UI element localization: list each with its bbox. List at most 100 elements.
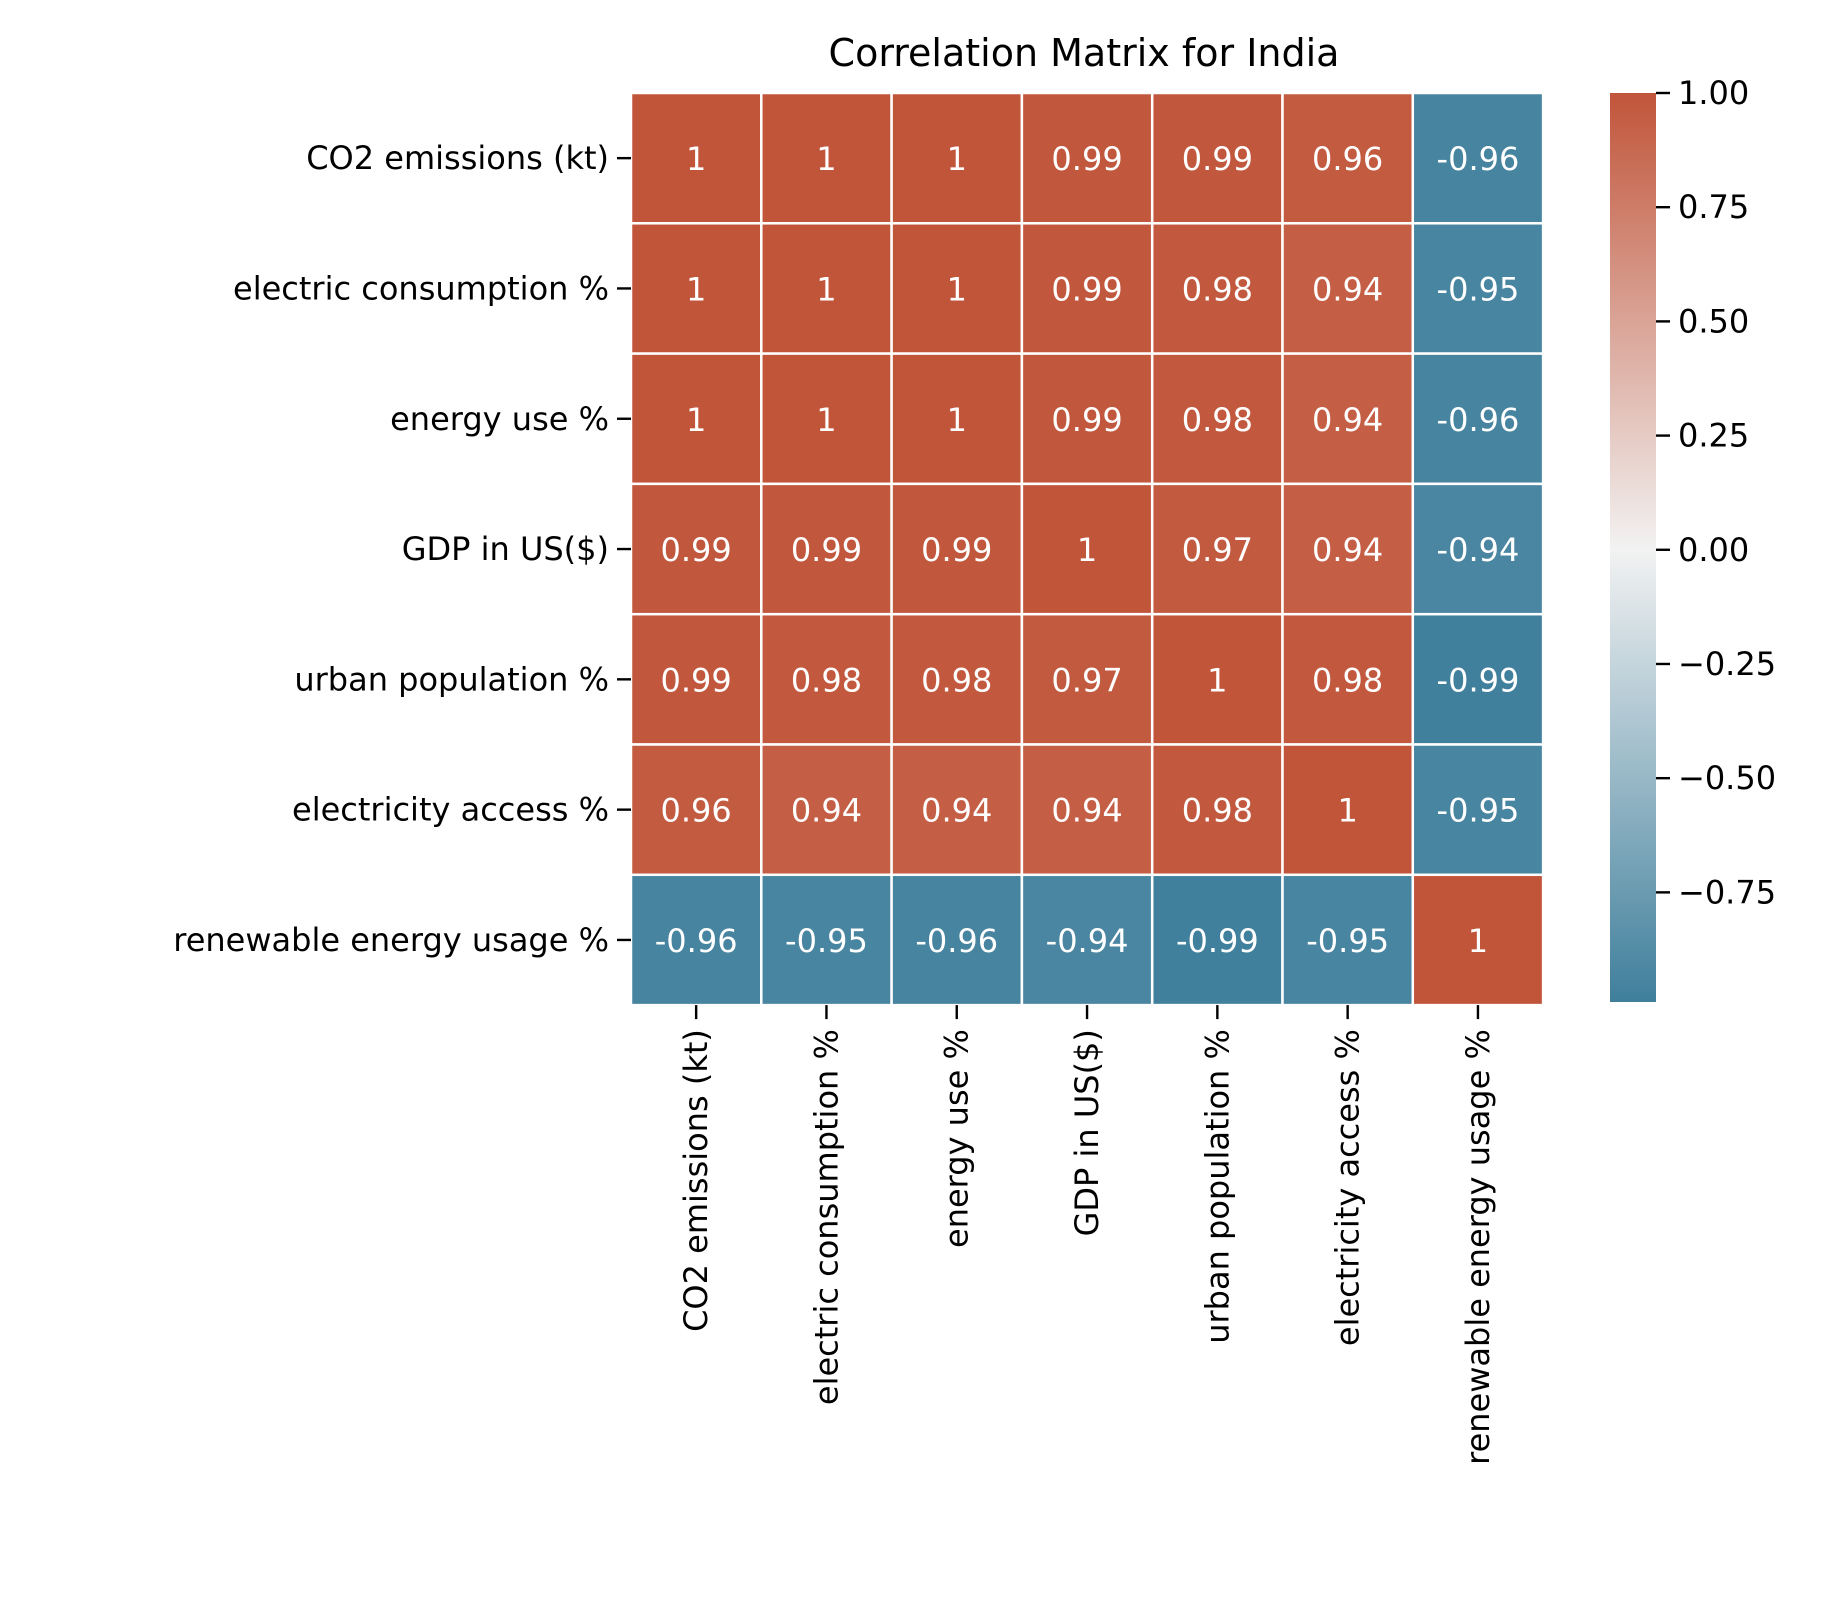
colorbar-tick-label: 1.00 xyxy=(1678,74,1749,112)
cell-value-label: -0.96 xyxy=(655,922,738,960)
row-tick-label: renewable energy usage % xyxy=(173,921,609,959)
row-tick-labels: CO2 emissions (kt) electric consumption %… xyxy=(173,139,631,959)
heatmap-cell-r5-c3 xyxy=(1020,743,1154,877)
cell-value-label: 0.97 xyxy=(1182,531,1253,569)
cell-value-label: 1 xyxy=(816,401,836,439)
heatmap-cell-r1-c4 xyxy=(1150,222,1284,355)
heatmap-cells: 1 1 1 0.99 0.99 0.96 -0.96 1 1 1 0.99 0.98 0.94 -0.95… xyxy=(629,91,1545,1007)
colorbar-tick-label: 0.75 xyxy=(1678,188,1749,226)
column-tick-label: urban population % xyxy=(1198,1029,1236,1344)
heatmap-cell-r3-c1 xyxy=(760,482,893,616)
heatmap-cell-r5-c4 xyxy=(1150,743,1284,877)
row-tick-label: urban population % xyxy=(294,660,609,698)
cell-value-label: -0.95 xyxy=(785,922,868,960)
column-tick-label: energy use % xyxy=(938,1029,976,1248)
heatmap-cell-r4-c2 xyxy=(890,612,1024,746)
heatmap-cell-r3-c0 xyxy=(629,482,763,616)
cell-value-label: 1 xyxy=(686,140,706,178)
colorbar-ticks: 1.00 0.75 0.50 0.25 0.00 −0.25 −0.50 −0.75 xyxy=(1656,74,1776,911)
row-tick-label: GDP in US($) xyxy=(402,530,609,568)
heatmap-cell-r4-c0 xyxy=(629,612,763,746)
cell-value-label: 0.97 xyxy=(1051,661,1122,699)
heatmap-cell-r6-c6 xyxy=(1411,873,1545,1007)
cell-value-label: 0.94 xyxy=(1312,531,1383,569)
cell-value-label: 1 xyxy=(686,270,706,308)
cell-value-label: 0.94 xyxy=(1312,270,1383,308)
heatmap-cell-r6-c2 xyxy=(890,873,1024,1007)
heatmap-cell-r2-c4 xyxy=(1150,352,1284,486)
cell-value-label: 0.99 xyxy=(661,661,732,699)
cell-value-label: -0.94 xyxy=(1046,922,1129,960)
heatmap-cell-r0-c2 xyxy=(890,91,1024,225)
cell-value-label: 1 xyxy=(1337,792,1357,830)
heatmap-cell-r6-c0 xyxy=(629,873,763,1007)
column-tick-labels: CO2 emissions (kt) electric consumption %… xyxy=(677,1005,1497,1465)
heatmap-cell-r6-c3 xyxy=(1020,873,1154,1007)
heatmap-cell-r1-c6 xyxy=(1411,222,1545,355)
heatmap-cell-r5-c0 xyxy=(629,743,763,877)
cell-value-label: 1 xyxy=(947,140,967,178)
cell-value-label: 0.99 xyxy=(1051,270,1122,308)
cell-value-label: 0.98 xyxy=(1312,661,1383,699)
heatmap-cell-r0-c5 xyxy=(1281,91,1415,225)
heatmap-cell-r5-c1 xyxy=(760,743,893,877)
cell-value-label: 1 xyxy=(1207,661,1227,699)
colorbar-tick-label: −0.50 xyxy=(1678,759,1776,797)
cell-value-label: 0.99 xyxy=(1051,140,1122,178)
heatmap-cell-r0-c1 xyxy=(760,91,893,225)
cell-value-label: 1 xyxy=(1077,531,1097,569)
cell-value-label: 0.96 xyxy=(661,792,732,830)
row-tick-label: energy use % xyxy=(390,400,609,438)
cell-value-label: 0.98 xyxy=(1182,270,1253,308)
cell-value-label: -0.96 xyxy=(1437,140,1520,178)
cell-value-label: -0.95 xyxy=(1437,270,1520,308)
colorbar-tick-label: −0.75 xyxy=(1678,873,1776,911)
cell-value-label: 0.98 xyxy=(921,661,992,699)
column-tick-label: renewable energy usage % xyxy=(1459,1029,1497,1465)
cell-value-label: 0.98 xyxy=(1182,401,1253,439)
cell-value-label: 1 xyxy=(947,270,967,308)
heatmap-cell-r3-c6 xyxy=(1411,482,1545,616)
cell-value-label: 0.94 xyxy=(1312,401,1383,439)
cell-value-label: 0.98 xyxy=(791,661,862,699)
row-tick-label: electric consumption % xyxy=(233,269,609,307)
colorbar-tick-label: 0.25 xyxy=(1678,417,1749,455)
cell-value-label: -0.95 xyxy=(1306,922,1389,960)
cell-value-label: -0.96 xyxy=(915,922,998,960)
heatmap-cell-r2-c1 xyxy=(760,352,893,486)
chart-title: Correlation Matrix for India xyxy=(829,31,1340,75)
cell-value-label: 0.99 xyxy=(921,531,992,569)
cell-value-label: -0.99 xyxy=(1176,922,1259,960)
heatmap-cell-r6-c4 xyxy=(1150,873,1284,1007)
column-tick-label: GDP in US($) xyxy=(1068,1029,1106,1236)
column-tick-label: CO2 emissions (kt) xyxy=(677,1029,715,1332)
cell-value-label: -0.96 xyxy=(1437,401,1520,439)
cell-value-label: 0.98 xyxy=(1182,792,1253,830)
cell-value-label: -0.94 xyxy=(1437,531,1520,569)
cell-value-label: 1 xyxy=(947,401,967,439)
heatmap-cell-r6-c5 xyxy=(1281,873,1415,1007)
colorbar-tick-label: 0.50 xyxy=(1678,302,1749,340)
cell-value-label: 1 xyxy=(816,140,836,178)
cell-value-label: -0.99 xyxy=(1437,661,1520,699)
cell-value-label: 1 xyxy=(686,401,706,439)
heatmap-cell-r2-c6 xyxy=(1411,352,1545,486)
heatmap-cell-r0-c0 xyxy=(629,91,763,225)
cell-value-label: -0.95 xyxy=(1437,792,1520,830)
heatmap-cell-r5-c6 xyxy=(1411,743,1545,877)
heatmap-cell-r2-c2 xyxy=(890,352,1024,486)
cell-value-label: 0.96 xyxy=(1312,140,1383,178)
heatmap-cell-r3-c3 xyxy=(1020,482,1154,616)
cell-value-label: 0.94 xyxy=(921,792,992,830)
column-tick-label: electric consumption % xyxy=(807,1029,845,1405)
colorbar-tick-label: 0.00 xyxy=(1678,531,1749,569)
heatmap-cell-r3-c5 xyxy=(1281,482,1415,616)
cell-value-label: 0.94 xyxy=(1051,792,1122,830)
cell-value-label: 0.94 xyxy=(791,792,862,830)
row-tick-label: CO2 emissions (kt) xyxy=(306,139,609,177)
row-tick-label: electricity access % xyxy=(292,791,609,829)
heatmap-cell-r1-c2 xyxy=(890,222,1024,355)
cell-value-label: 0.99 xyxy=(661,531,732,569)
colorbar-tick-label: −0.25 xyxy=(1678,645,1776,683)
